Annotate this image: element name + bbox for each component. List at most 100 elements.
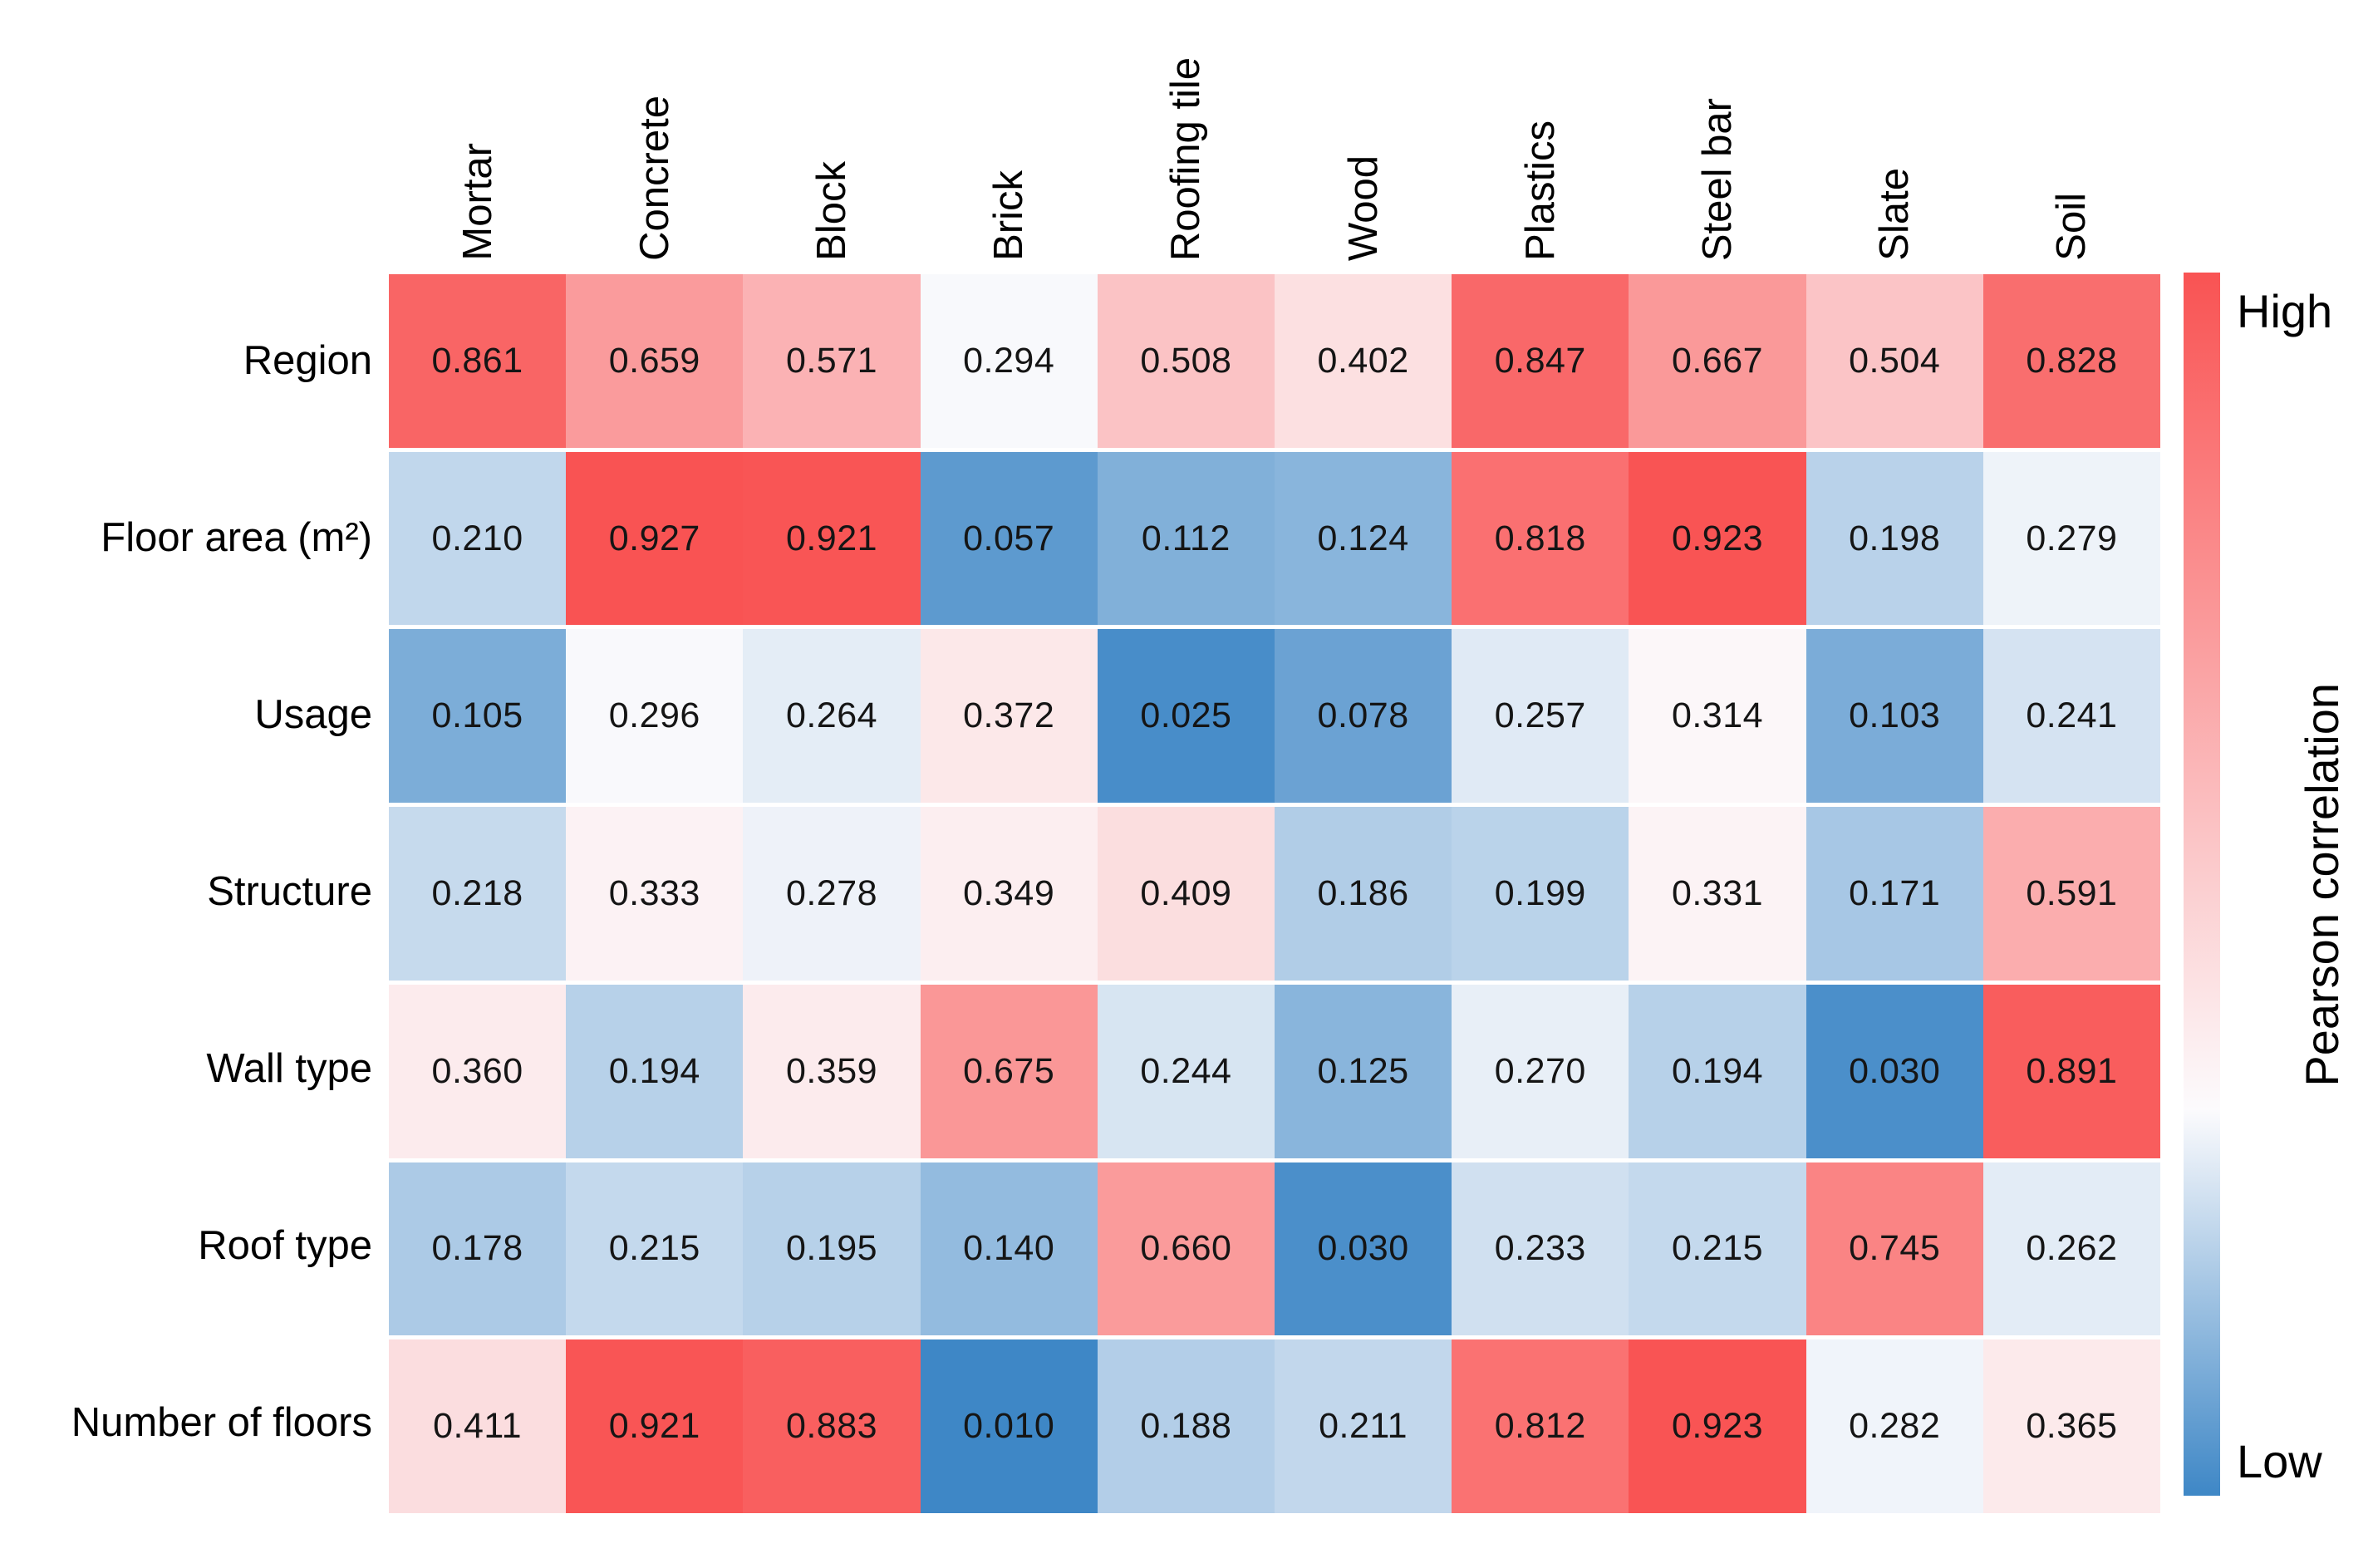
- column-label-box: Block: [743, 0, 920, 261]
- column-label-box: Slate: [1806, 0, 1983, 261]
- heatmap-grid: 0.861 0.659 0.571 0.294 0.508 0.402 0.847 0.667…: [389, 274, 2160, 1513]
- heatmap-cell: 0.171: [1806, 807, 1983, 981]
- heatmap-cell: 0.921: [743, 451, 921, 626]
- row-label: Region: [243, 338, 372, 383]
- heatmap-cell: 0.927: [566, 451, 744, 626]
- heatmap-cell: 0.372: [920, 629, 1098, 804]
- heatmap-cell: 0.241: [1982, 629, 2160, 804]
- heatmap-cell: 0.923: [1629, 451, 1806, 626]
- column-label: Brick: [986, 170, 1032, 261]
- heatmap-cell: 0.891: [1982, 984, 2160, 1158]
- column-label: Block: [808, 161, 854, 261]
- heatmap-cell: 0.198: [1806, 451, 1983, 626]
- column-label-box: Concrete: [566, 0, 743, 261]
- heatmap-cell: 0.244: [1097, 984, 1275, 1158]
- heatmap-cell: 0.264: [743, 629, 921, 804]
- heatmap-cell: 0.365: [1982, 1339, 2160, 1513]
- heatmap-cell: 0.812: [1452, 1339, 1629, 1513]
- heatmap-cell: 0.508: [1097, 274, 1275, 448]
- heatmap-cell: 0.270: [1452, 984, 1629, 1158]
- row-label-box: Region: [0, 274, 381, 447]
- row-label: Floor area (m²): [101, 515, 372, 560]
- heatmap-cell: 0.504: [1806, 274, 1983, 448]
- row-label: Roof type: [198, 1223, 372, 1268]
- column-label: Plastics: [1517, 120, 1563, 261]
- heatmap-cell: 0.675: [920, 984, 1098, 1158]
- heatmap-cell: 0.215: [566, 1162, 744, 1336]
- heatmap-cell: 0.211: [1274, 1339, 1452, 1513]
- heatmap-cell: 0.030: [1806, 984, 1983, 1158]
- heatmap-cell: 0.178: [389, 1162, 567, 1336]
- heatmap-cell: 0.195: [743, 1162, 921, 1336]
- heatmap-cell: 0.112: [1097, 451, 1275, 626]
- heatmap-cell: 0.402: [1274, 274, 1452, 448]
- heatmap-cell: 0.818: [1452, 451, 1629, 626]
- heatmap-cell: 0.105: [389, 629, 567, 804]
- heatmap-cell: 0.025: [1097, 629, 1275, 804]
- row-label: Number of floors: [71, 1400, 372, 1445]
- heatmap-cell: 0.847: [1452, 274, 1629, 448]
- colorbar-high-label: High: [2237, 285, 2333, 337]
- heatmap-cell: 0.359: [743, 984, 921, 1158]
- heatmap-cell: 0.262: [1982, 1162, 2160, 1336]
- heatmap-cell: 0.282: [1806, 1339, 1983, 1513]
- row-label-box: Floor area (m²): [0, 451, 381, 624]
- heatmap-cell: 0.257: [1452, 629, 1629, 804]
- heatmap-cell: 0.921: [566, 1339, 744, 1513]
- column-label-box: Steel bar: [1629, 0, 1806, 261]
- column-label: Wood: [1340, 155, 1386, 261]
- heatmap-cell: 0.360: [389, 984, 567, 1158]
- heatmap-cell: 0.333: [566, 807, 744, 981]
- row-label-box: Usage: [0, 628, 381, 801]
- row-label-box: Wall type: [0, 982, 381, 1155]
- heatmap-cell: 0.186: [1274, 807, 1452, 981]
- column-label: Slate: [1872, 168, 1918, 261]
- column-label-box: Brick: [921, 0, 1098, 261]
- heatmap-cell: 0.349: [920, 807, 1098, 981]
- heatmap-cell: 0.659: [566, 274, 744, 448]
- column-label-box: Soil: [1983, 0, 2160, 261]
- heatmap-cell: 0.057: [920, 451, 1098, 626]
- heatmap-cell: 0.745: [1806, 1162, 1983, 1336]
- colorbar-gradient: [2184, 273, 2220, 1496]
- column-label: Steel bar: [1694, 97, 1740, 261]
- colorbar-axis-label-box: Pearson correlation: [2290, 274, 2353, 1496]
- heatmap-cell: 0.883: [743, 1339, 921, 1513]
- heatmap-cell: 0.861: [389, 274, 567, 448]
- column-label: Roofing tile: [1163, 57, 1209, 261]
- heatmap-cell: 0.215: [1629, 1162, 1806, 1336]
- row-label-box: Roof type: [0, 1159, 381, 1332]
- column-label: Soil: [2049, 193, 2095, 261]
- heatmap-cell: 0.210: [389, 451, 567, 626]
- row-label: Usage: [254, 692, 372, 737]
- row-label-box: Number of floors: [0, 1336, 381, 1509]
- column-label-box: Mortar: [389, 0, 566, 261]
- column-label-box: Roofing tile: [1098, 0, 1275, 261]
- heatmap-cell: 0.314: [1629, 629, 1806, 804]
- column-label: Concrete: [631, 96, 677, 261]
- heatmap-cell: 0.571: [743, 274, 921, 448]
- heatmap-cell: 0.010: [920, 1339, 1098, 1513]
- row-label-box: Structure: [0, 805, 381, 978]
- heatmap-cell: 0.660: [1097, 1162, 1275, 1336]
- row-label: Structure: [207, 869, 372, 914]
- heatmap-cell: 0.078: [1274, 629, 1452, 804]
- heatmap-cell: 0.140: [920, 1162, 1098, 1336]
- heatmap-cell: 0.194: [566, 984, 744, 1158]
- heatmap-cell: 0.194: [1629, 984, 1806, 1158]
- heatmap-cell: 0.667: [1629, 274, 1806, 448]
- column-label: Mortar: [454, 143, 500, 261]
- heatmap-cell: 0.188: [1097, 1339, 1275, 1513]
- heatmap-cell: 0.218: [389, 807, 567, 981]
- column-label-box: Wood: [1275, 0, 1452, 261]
- heatmap-cell: 0.409: [1097, 807, 1275, 981]
- heatmap-cell: 0.331: [1629, 807, 1806, 981]
- heatmap-cell: 0.124: [1274, 451, 1452, 626]
- heatmap-cell: 0.411: [389, 1339, 567, 1513]
- heatmap-cell: 0.591: [1982, 807, 2160, 981]
- heatmap-cell: 0.103: [1806, 629, 1983, 804]
- heatmap-cell: 0.828: [1982, 274, 2160, 448]
- heatmap-cell: 0.279: [1982, 451, 2160, 626]
- colorbar-low-label: Low: [2237, 1435, 2322, 1487]
